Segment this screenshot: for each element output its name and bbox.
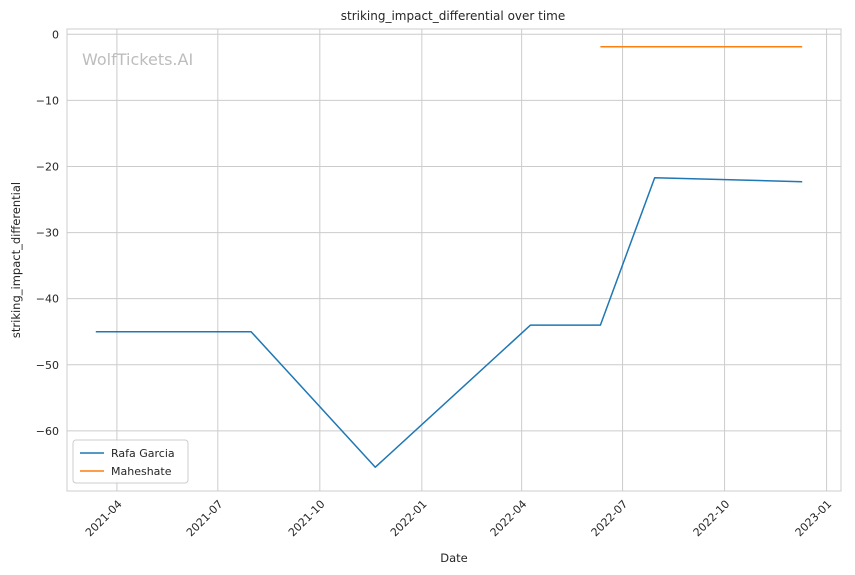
x-tick-label: 2022-10 [691, 498, 733, 540]
x-axis-label: Date [440, 551, 468, 565]
watermark: WolfTickets.AI [82, 50, 193, 69]
y-tick-label: −30 [36, 227, 59, 240]
x-tick-label: 2021-04 [83, 498, 125, 540]
x-tick-label: 2022-07 [589, 498, 631, 540]
series-line-rafa-garcia [95, 176, 803, 468]
y-tick-label: 0 [52, 28, 59, 41]
grid-lines [67, 29, 841, 491]
legend-label: Rafa Garcia [111, 447, 175, 460]
y-tick-label: −60 [36, 425, 59, 438]
y-tick-label: −50 [36, 359, 59, 372]
series-layer [95, 46, 803, 468]
x-axis-ticks: 2021-04 2021-07 2021-10 2022-01 2022-04 2022-… [83, 498, 834, 540]
plot-frame [66, 28, 842, 492]
legend-label: Maheshate [111, 465, 172, 478]
x-tick-label: 2022-01 [388, 498, 430, 540]
x-tick-label: 2021-10 [286, 498, 328, 540]
y-tick-label: −40 [36, 293, 59, 306]
chart-title: striking_impact_differential over time [341, 9, 566, 23]
y-axis-ticks: 0 −10 −20 −30 −40 −50 −60 [36, 28, 59, 438]
legend-box [72, 439, 189, 484]
x-tick-label: 2023-01 [793, 498, 835, 540]
y-tick-label: −20 [36, 160, 59, 173]
y-axis-label: striking_impact_differential [9, 182, 23, 338]
legend: Rafa Garcia Maheshate [72, 439, 189, 484]
x-tick-label: 2021-07 [184, 498, 226, 540]
x-tick-label: 2022-04 [488, 498, 530, 540]
y-tick-label: −10 [36, 94, 59, 107]
